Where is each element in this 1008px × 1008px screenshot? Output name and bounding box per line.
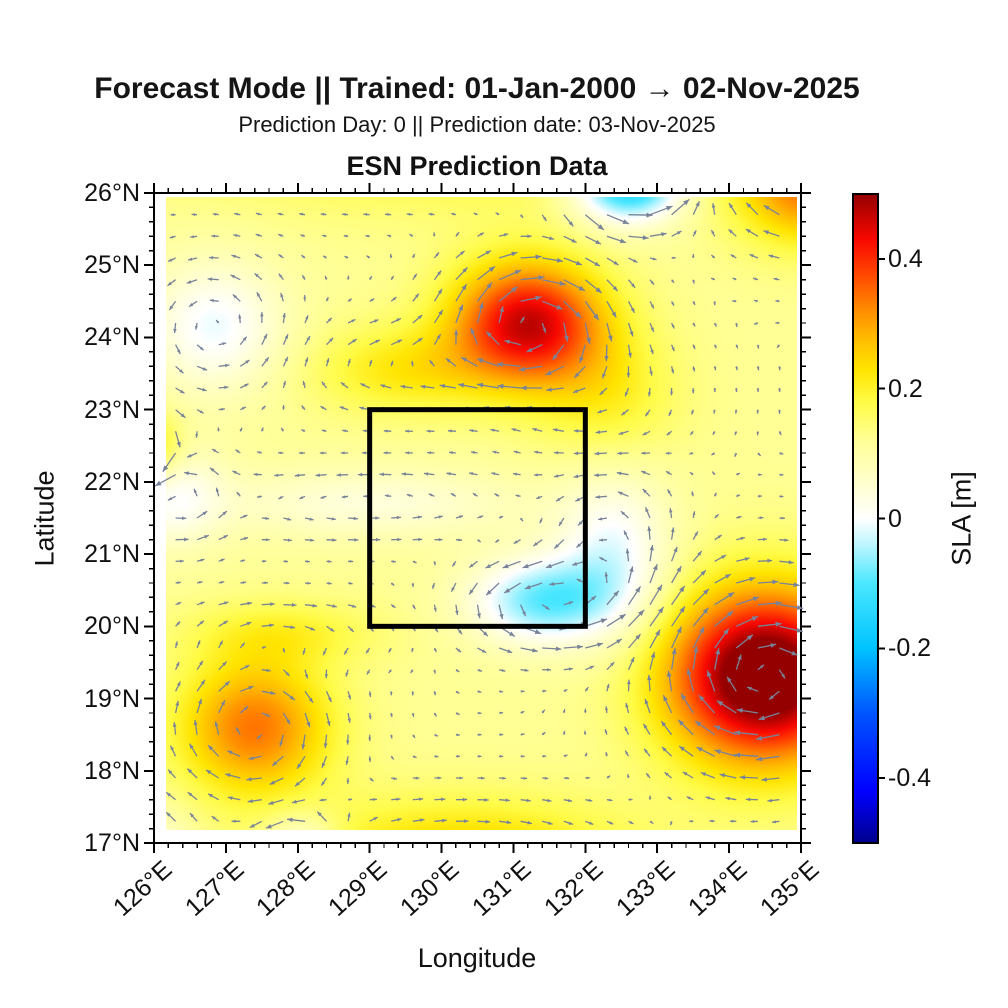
major-ticks [144,183,811,853]
figure-subtitle: Prediction Day: 0 || Prediction date: 03… [238,112,716,137]
sla-heatmap-canvas [166,197,797,830]
axes-title: ESN Prediction Data [346,151,608,181]
highlight-box [367,407,588,629]
colorbar-gradient [853,194,878,843]
colorbar-ticks [878,257,885,780]
quiver-arrow-heads [155,199,804,829]
axes-frame [153,192,802,844]
colorbar-frame [852,193,879,844]
minor-ticks [149,188,806,848]
figure-title: Forecast Mode || Trained: 01-Jan-2000 → … [94,72,860,105]
